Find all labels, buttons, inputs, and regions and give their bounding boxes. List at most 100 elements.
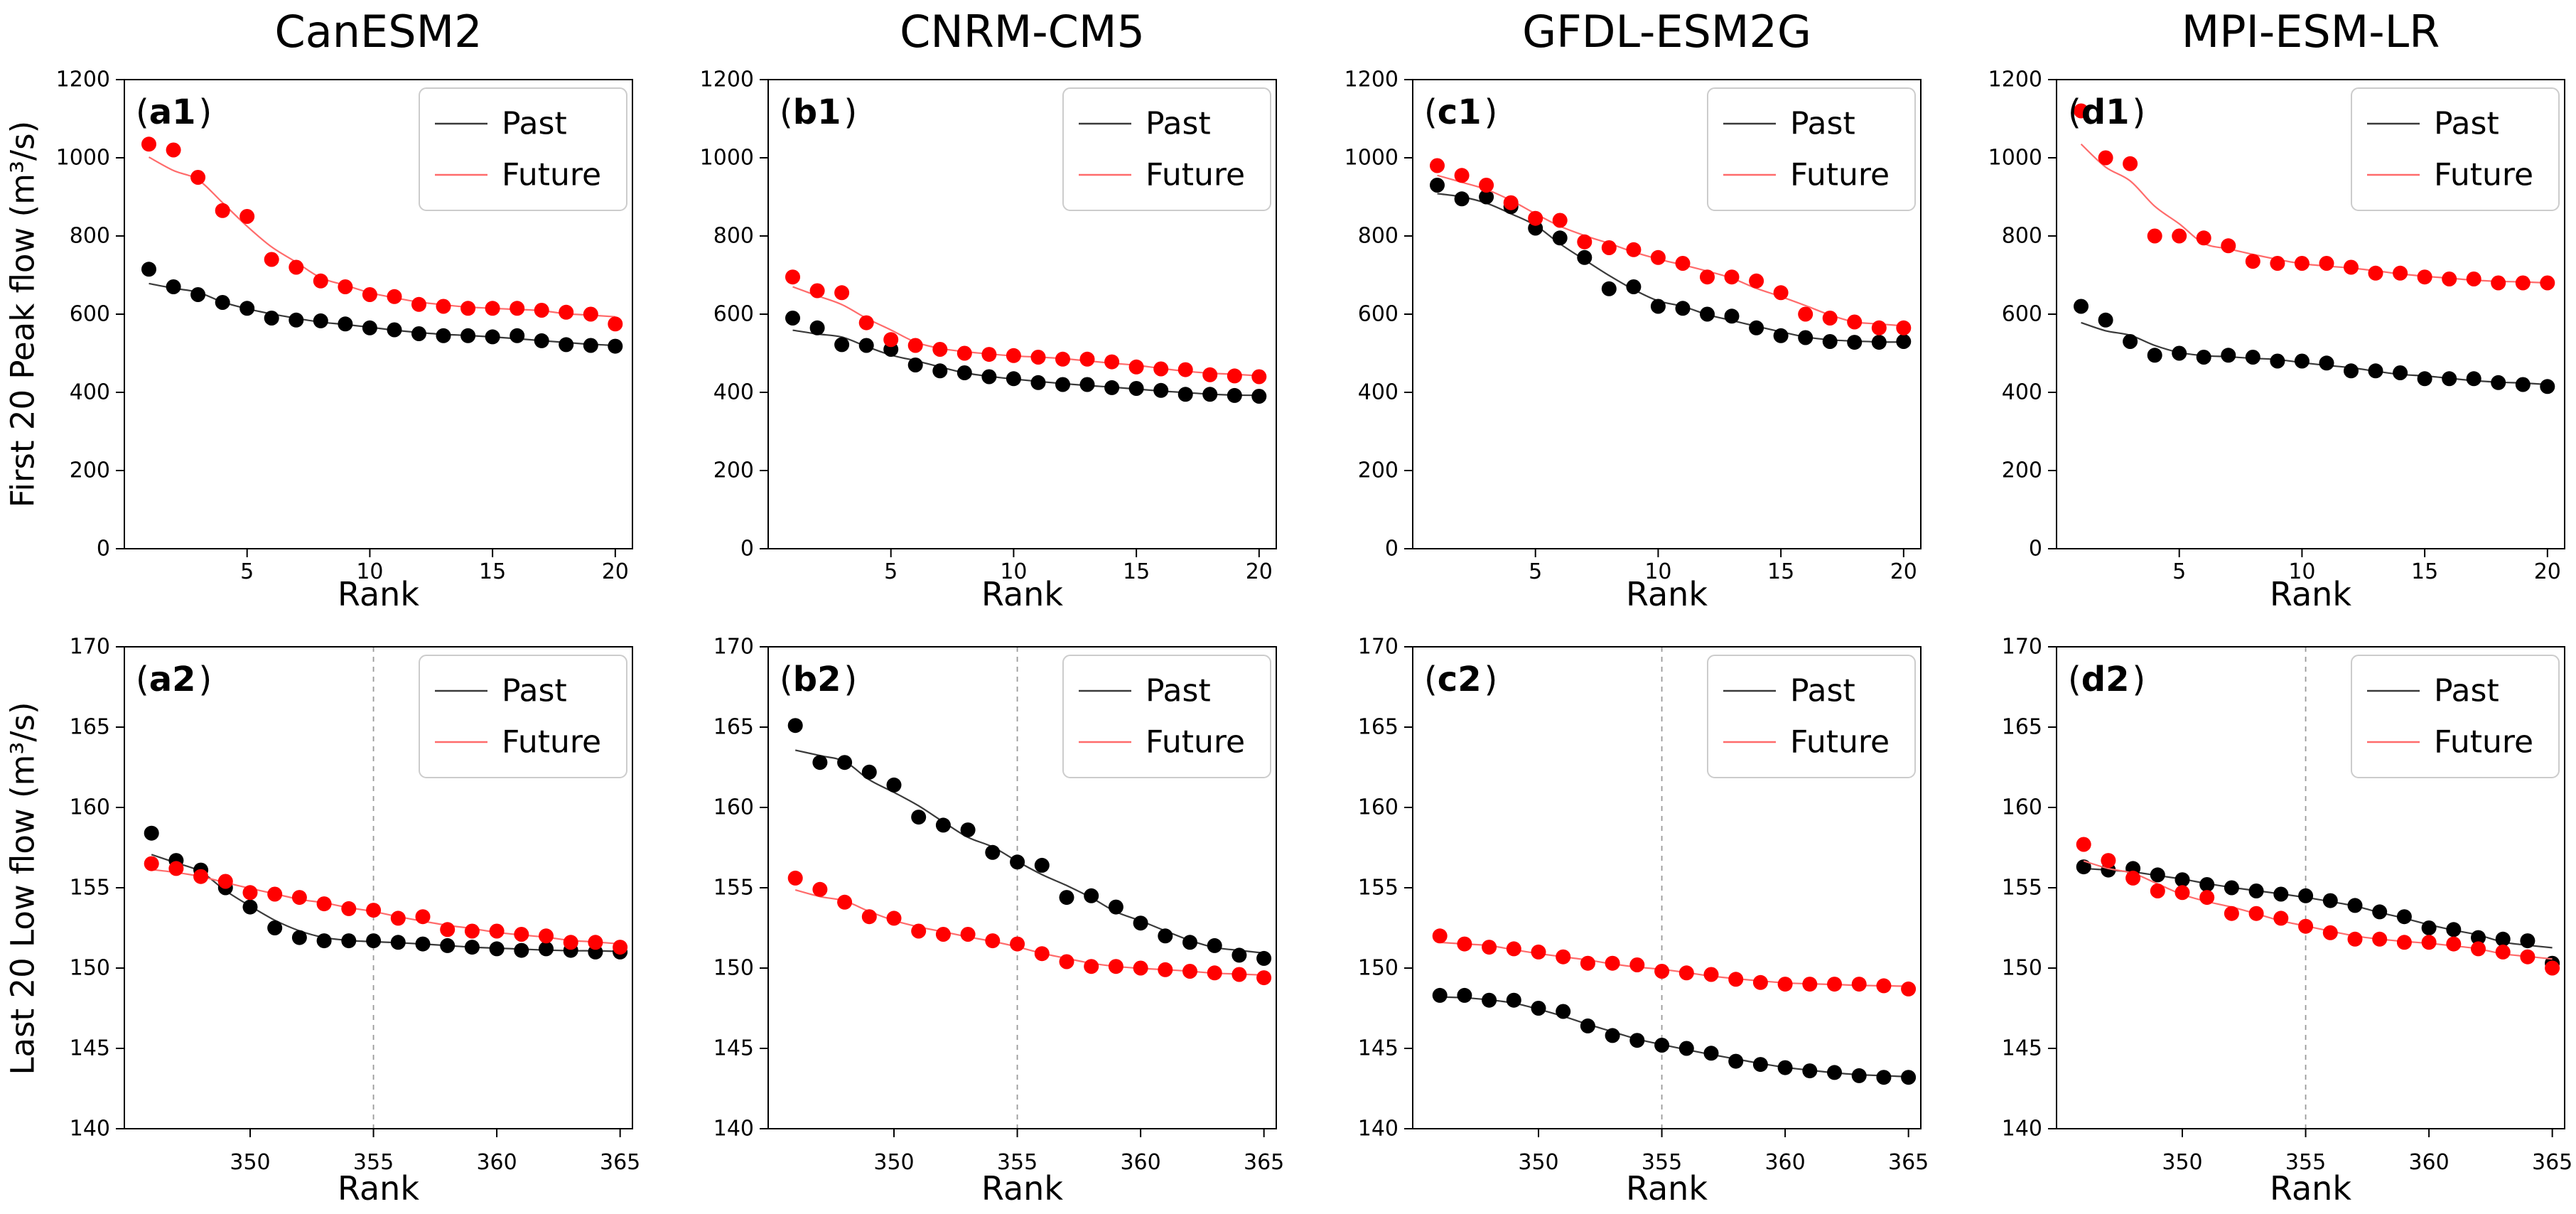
data-point xyxy=(1430,158,1445,173)
legend-label: Past xyxy=(502,673,567,709)
data-point xyxy=(1506,992,1521,1008)
y-tick-label: 200 xyxy=(713,458,754,483)
data-point xyxy=(1678,1041,1694,1056)
data-point xyxy=(588,935,603,950)
x-axis-label: Rank xyxy=(338,1169,419,1208)
data-point xyxy=(1482,992,1497,1008)
data-point xyxy=(1626,279,1642,294)
data-point xyxy=(1084,959,1099,974)
data-point xyxy=(1580,1018,1595,1033)
data-point xyxy=(242,885,258,901)
data-point xyxy=(1749,273,1764,289)
data-point xyxy=(1556,949,1571,965)
y-tick-label: 800 xyxy=(70,224,110,249)
y-tick-label: 800 xyxy=(2002,224,2042,249)
data-point xyxy=(2322,893,2338,908)
x-tick-label: 5 xyxy=(240,559,254,584)
data-point xyxy=(2396,909,2412,925)
data-point xyxy=(2491,375,2506,390)
x-tick-label: 15 xyxy=(2411,559,2438,584)
y-tick-label: 160 xyxy=(2002,795,2042,820)
data-point xyxy=(886,910,902,926)
data-point xyxy=(2147,228,2162,244)
data-point xyxy=(1202,387,1218,402)
legend: Past Future xyxy=(419,655,627,778)
legend: Past Future xyxy=(2351,87,2560,211)
data-point xyxy=(834,337,850,353)
data-point xyxy=(1084,888,1099,903)
data-point xyxy=(190,170,206,185)
data-point xyxy=(141,136,156,152)
legend-label: Past xyxy=(1790,106,1855,142)
data-point xyxy=(1034,946,1050,962)
legend-box xyxy=(2351,655,2560,778)
data-point xyxy=(1055,351,1070,367)
data-point xyxy=(886,777,902,793)
data-point xyxy=(1251,389,1267,404)
data-point xyxy=(415,936,431,952)
data-point xyxy=(2322,925,2338,940)
x-tick-label: 365 xyxy=(2532,1150,2572,1175)
legend: Past Future xyxy=(1062,655,1271,778)
x-tick-label: 360 xyxy=(476,1150,517,1175)
legend-item-future: Future xyxy=(1723,157,1890,193)
data-point xyxy=(2520,949,2535,965)
data-point xyxy=(1531,1001,1546,1016)
data-point xyxy=(1133,915,1148,931)
data-point xyxy=(812,755,828,770)
legend: Past Future xyxy=(419,87,627,211)
series-future-points xyxy=(787,870,1272,986)
legend: Past Future xyxy=(1707,87,1916,211)
panel-label: (c1) xyxy=(1424,92,1497,132)
data-point xyxy=(2520,933,2535,949)
data-point xyxy=(861,764,877,780)
y-tick-label: 200 xyxy=(70,458,110,483)
y-tick-label: 1200 xyxy=(1344,68,1399,92)
data-point xyxy=(264,311,279,326)
data-point xyxy=(1577,249,1593,265)
chart-title: MPI-ESM-LR xyxy=(2182,6,2440,58)
legend-item-past: Past xyxy=(1079,673,1211,709)
legend-label: Future xyxy=(502,724,601,761)
data-point xyxy=(1629,1033,1645,1048)
data-point xyxy=(534,303,549,318)
x-axis-label: Rank xyxy=(981,1169,1063,1208)
data-point xyxy=(1678,965,1694,981)
data-point xyxy=(1700,269,1715,285)
data-point xyxy=(837,894,853,910)
data-point xyxy=(2396,935,2412,950)
data-point xyxy=(1700,306,1715,322)
series-past-points xyxy=(785,311,1267,404)
data-point xyxy=(1822,334,1838,349)
y-tick-label: 1200 xyxy=(700,68,754,92)
data-point xyxy=(2245,254,2260,269)
data-point xyxy=(2446,922,2462,938)
data-point xyxy=(313,273,328,289)
data-point xyxy=(1601,240,1617,255)
series-future-points xyxy=(1430,158,1912,335)
x-tick-label: 15 xyxy=(479,559,506,584)
series-past-points xyxy=(1432,987,1917,1085)
y-tick-label: 140 xyxy=(2002,1117,2042,1142)
data-point xyxy=(2540,275,2555,291)
legend: Past Future xyxy=(2351,655,2560,778)
data-point xyxy=(608,338,623,354)
subplot-cell-a1: 0 200 400 600 800 1000 1200 5 10 15 20 Rank CanESM2 (… xyxy=(0,0,644,613)
data-point xyxy=(411,326,426,341)
y-tick-label: 600 xyxy=(2002,302,2042,327)
y-tick-label: 1200 xyxy=(1988,68,2042,92)
legend-item-future: Future xyxy=(1079,724,1245,761)
data-point xyxy=(2446,936,2462,952)
data-point xyxy=(1777,977,1793,992)
data-point xyxy=(366,933,382,949)
data-point xyxy=(1650,299,1666,314)
subplot-a2: 140 145 150 155 160 165 170 350 355 360 365 Rank (a2… xyxy=(70,635,641,1208)
data-point xyxy=(338,279,353,294)
data-point xyxy=(907,338,923,353)
y-tick-label: 160 xyxy=(70,795,110,820)
data-point xyxy=(2347,931,2363,947)
data-point xyxy=(1876,1070,1892,1085)
x-axis-label: Rank xyxy=(1626,1169,1708,1208)
legend-item-future: Future xyxy=(1079,157,1245,193)
x-tick-label: 360 xyxy=(1120,1150,1160,1175)
